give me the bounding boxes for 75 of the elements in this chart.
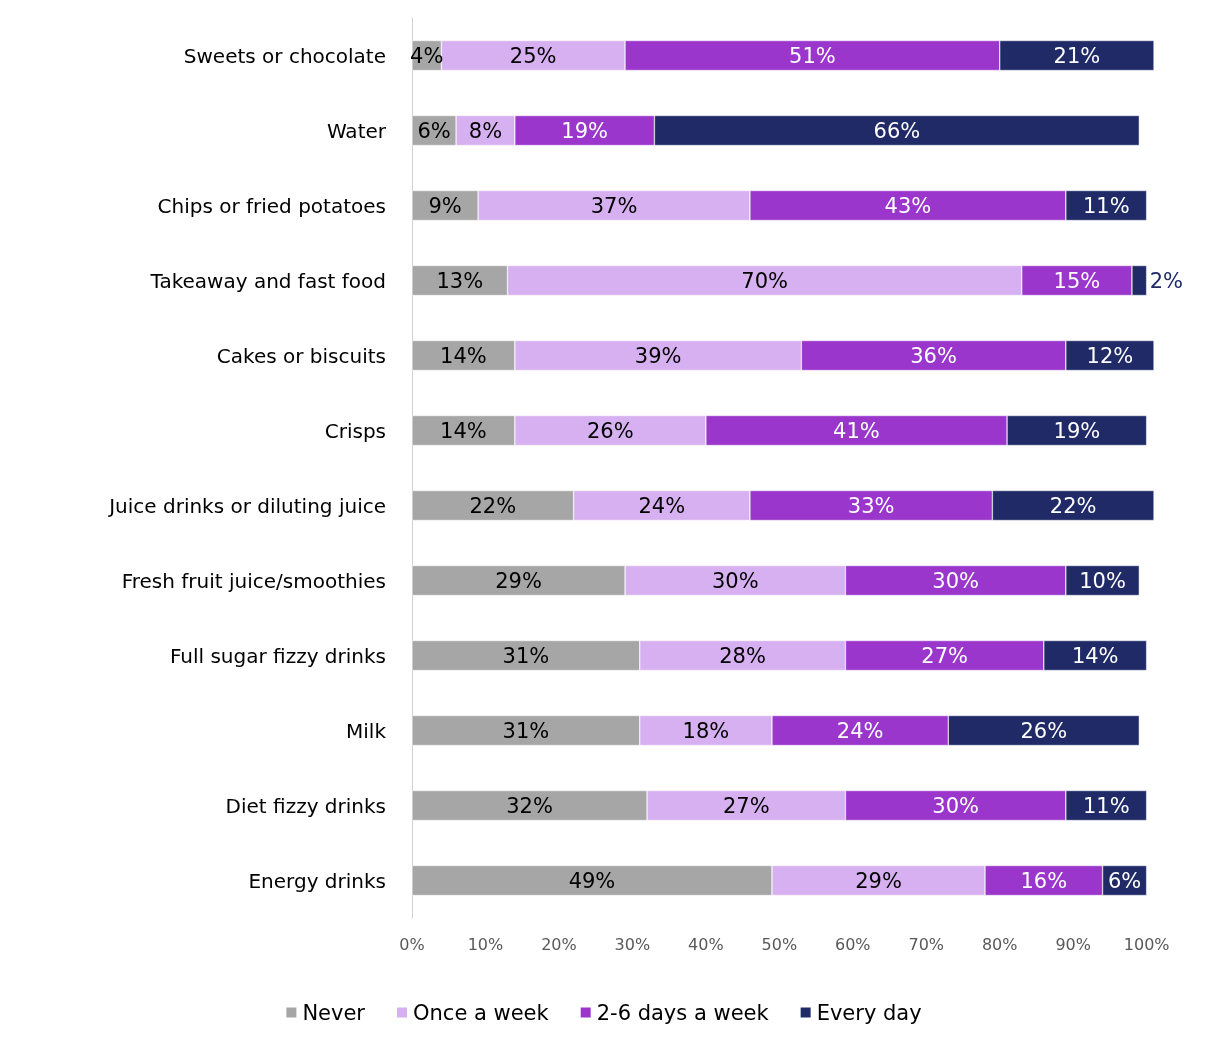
data-label: 30% [711,568,759,593]
y-tick-label: Water [326,118,387,143]
data-label: 21% [1053,43,1101,68]
data-label: 19% [1053,418,1101,443]
data-label: 39% [634,343,682,368]
data-label: 11% [1082,793,1130,818]
data-label: 9% [428,193,462,218]
data-label: 24% [836,718,884,743]
data-label: 32% [506,793,553,818]
data-label: 37% [590,193,638,218]
legend-label: 2-6 days a week [596,1000,770,1025]
data-label: 6% [417,118,451,143]
x-tick-label: 30% [614,934,651,954]
x-tick-label: 10% [467,934,504,954]
data-label: 8% [468,118,503,143]
data-label: 22% [469,493,517,518]
x-tick-label: 60% [835,934,871,954]
y-tick-label: Chips or fried potatoes [157,193,386,218]
y-tick-label: Energy drinks [248,868,386,893]
data-label: 31% [502,643,550,668]
y-tick-label: Full sugar fizzy drinks [169,643,386,668]
data-label: 24% [638,493,686,518]
x-tick-label: 90% [1055,934,1091,954]
data-label: 27% [921,643,968,668]
x-tick-label: 0% [399,934,425,954]
data-label: 26% [1020,718,1068,743]
legend-label: Every day [816,1000,922,1025]
data-label: 51% [789,43,836,68]
x-tick-label: 70% [908,934,945,954]
y-tick-label: Diet fizzy drinks [225,793,386,818]
y-tick-label: Fresh fruit juice/smoothies [121,568,386,593]
data-label: 15% [1053,268,1101,293]
data-label: 28% [719,643,766,668]
data-label: 6% [1107,868,1142,893]
data-label: 14% [440,343,487,368]
y-tick-label: Milk [346,718,387,743]
data-label: 19% [561,118,608,143]
data-label: 31% [502,718,550,743]
data-label: 25% [509,43,557,68]
data-label: 30% [932,568,979,593]
data-label: 13% [436,268,484,293]
x-tick-label: 50% [761,934,798,954]
data-label: 18% [682,718,730,743]
data-label: 12% [1086,343,1134,368]
data-label: 16% [1020,868,1068,893]
data-label: 49% [568,868,616,893]
data-label: 36% [910,343,957,368]
y-tick-label: Takeaway and fast food [149,268,386,293]
data-label: 14% [1071,643,1119,668]
legend-label: Never [302,1000,366,1025]
data-label: 14% [440,418,487,443]
data-label: 10% [1079,568,1126,593]
x-tick-label: 100% [1123,934,1170,954]
data-label: 30% [932,793,979,818]
data-label: 26% [587,418,634,443]
data-label: 43% [884,193,932,218]
y-tick-label: Crisps [324,418,386,443]
y-tick-label: Sweets or chocolate [183,43,386,68]
x-tick-label: 40% [688,934,724,954]
data-label: 22% [1049,493,1097,518]
data-label: 27% [722,793,770,818]
x-tick-label: 80% [981,934,1018,954]
data-label: 4% [410,43,444,68]
data-label: 29% [855,868,902,893]
y-tick-label: Juice drinks or diluting juice [107,493,386,518]
data-label: 70% [741,268,788,293]
data-label: 29% [495,568,542,593]
y-tick-label: Cakes or biscuits [216,343,386,368]
data-label: 2% [1149,268,1183,293]
legend-label: Once a week [413,1000,550,1025]
data-label: 33% [847,493,895,518]
data-label: 41% [833,418,880,443]
x-tick-label: 20% [541,934,577,954]
data-label: 66% [873,118,921,143]
data-label: 11% [1082,193,1130,218]
